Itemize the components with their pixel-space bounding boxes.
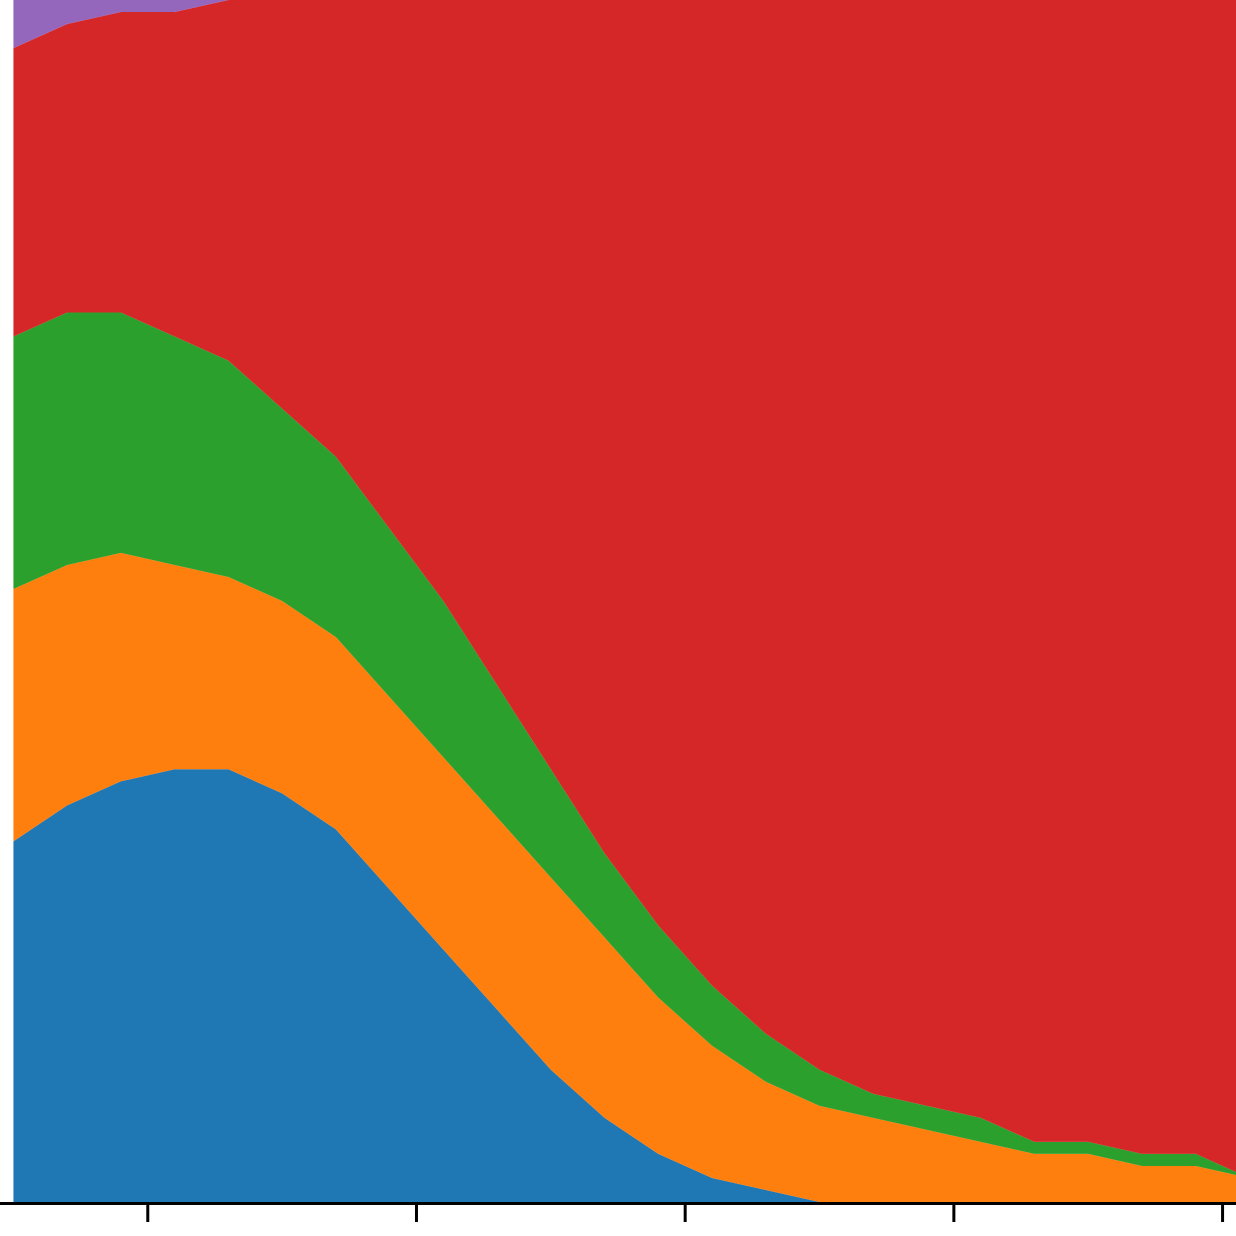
area-series-3 (13, 312, 1236, 1175)
areas-layer (13, 0, 1236, 1202)
area-series-4 (13, 0, 1236, 1172)
area-series-5 (13, 0, 1236, 49)
area-series-2 (13, 552, 1236, 1202)
area-series-1 (13, 769, 1236, 1202)
x-axis (0, 1202, 1236, 1222)
